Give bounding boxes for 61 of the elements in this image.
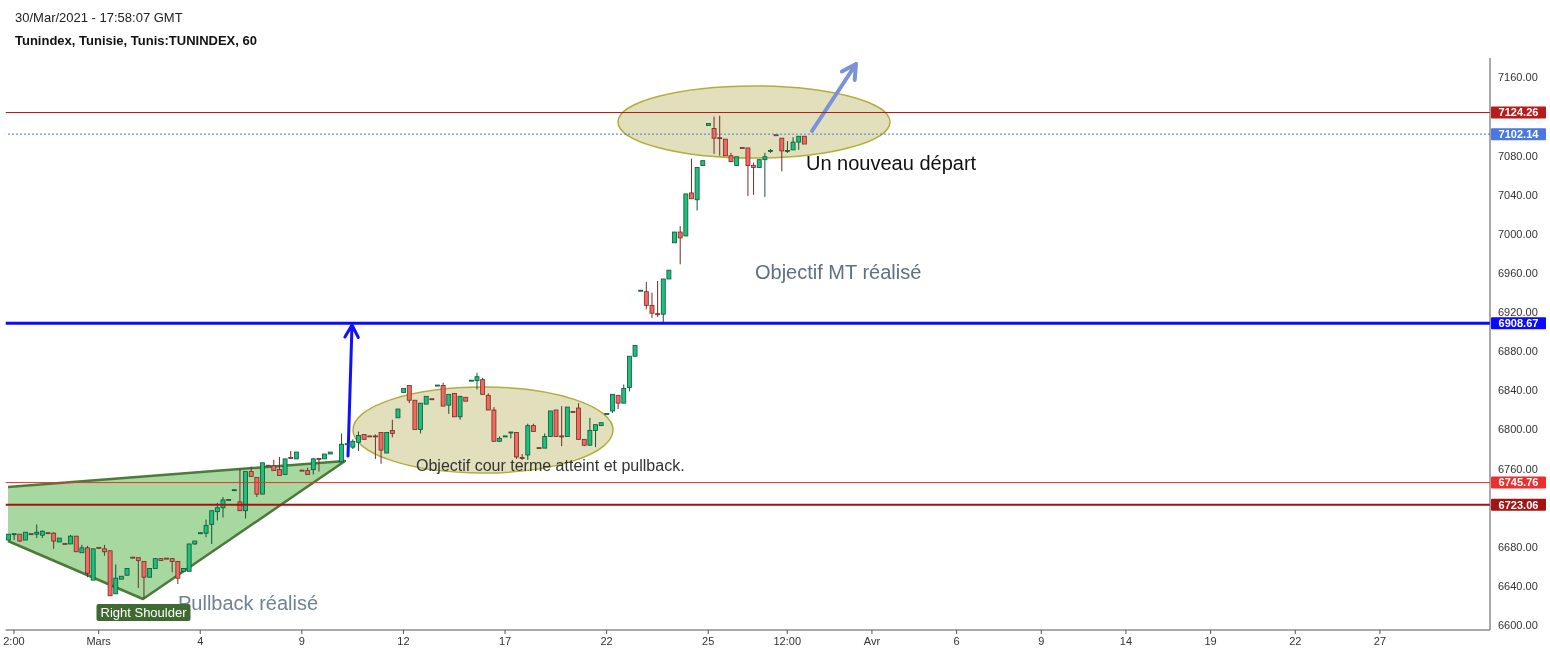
x-tick-label: 9: [298, 634, 305, 647]
x-tick-label: 12:00: [773, 634, 802, 647]
candlestick: [621, 384, 627, 404]
y-tick-label: 6960.00: [1498, 267, 1538, 280]
x-tick-label: 9: [1038, 634, 1045, 647]
x-tick-label: 12: [397, 634, 410, 647]
y-tick-label: 7040.00: [1498, 188, 1538, 201]
x-tick-label: 22: [1289, 634, 1302, 647]
ref-line-label: 6908.67: [1498, 317, 1539, 330]
y-tick-label: 7080.00: [1498, 149, 1538, 162]
candlestick: [508, 431, 514, 439]
y-tick-label: 6840.00: [1498, 384, 1538, 397]
candlestick: [452, 392, 457, 418]
candlestick: [254, 476, 260, 498]
x-tick-label: Avr: [863, 634, 881, 647]
candlestick: [457, 395, 463, 421]
y-tick-label: 6760.00: [1498, 462, 1538, 475]
text: 30/Mar/2021 - 17:58:07 GMT: [15, 10, 183, 25]
x-tick-label: 17: [498, 634, 512, 647]
candlestick: [610, 393, 615, 414]
candlestick: [28, 533, 34, 536]
candlestick: [689, 158, 694, 200]
candlestick: [316, 457, 322, 473]
x-tick-label: 2:00: [3, 634, 25, 647]
y-tick-label: 6680.00: [1498, 540, 1538, 553]
x-tick-label: 14: [1119, 634, 1133, 647]
candlestick: [638, 289, 644, 292]
chart-title: Tunindex, Tunisie, Tunis:TUNINDEX, 60: [15, 33, 257, 48]
x-tick-label: 27: [1373, 634, 1387, 647]
candlestick: [435, 384, 440, 387]
ref-line-label: 6723.06: [1498, 498, 1539, 511]
candlestick: [502, 435, 508, 438]
y-tick-label: 6880.00: [1498, 345, 1538, 358]
ref-line-label: 7124.26: [1498, 106, 1539, 119]
candlestick: [384, 431, 390, 454]
x-tick-label: Mars: [86, 634, 112, 647]
x-tick-label: 6: [953, 634, 960, 647]
y-tick-label: 6600.00: [1498, 619, 1538, 632]
annotation: Right Shoulder: [100, 605, 188, 620]
y-tick-label: 6920.00: [1498, 306, 1538, 319]
candlestick: [446, 393, 452, 415]
ref-line-label: 6745.76: [1498, 476, 1539, 489]
annotation: Objectif MT réalisé: [755, 261, 922, 283]
candlestick: [141, 561, 147, 600]
candlestick: [536, 447, 542, 450]
candlestick: [429, 398, 435, 401]
y-tick-label: 6800.00: [1498, 423, 1538, 436]
candlestick: [773, 134, 779, 137]
annotation: Objectif cour terme atteint et pullback.: [416, 457, 685, 474]
x-tick-label: 25: [702, 634, 715, 647]
candlestick: [440, 382, 446, 407]
candlestick: [779, 137, 785, 172]
y-tick-label: 7160.00: [1498, 71, 1538, 84]
ref-line-label: 7102.14: [1498, 127, 1540, 140]
annotation: Un nouveau départ: [806, 152, 977, 174]
y-tick-label: 7000.00: [1498, 227, 1538, 240]
x-tick-label: 4: [197, 634, 204, 647]
x-tick-label: 19: [1204, 634, 1217, 647]
y-tick-label: 6640.00: [1498, 579, 1538, 592]
candlestick: [677, 225, 683, 265]
x-tick-label: 22: [600, 634, 613, 647]
